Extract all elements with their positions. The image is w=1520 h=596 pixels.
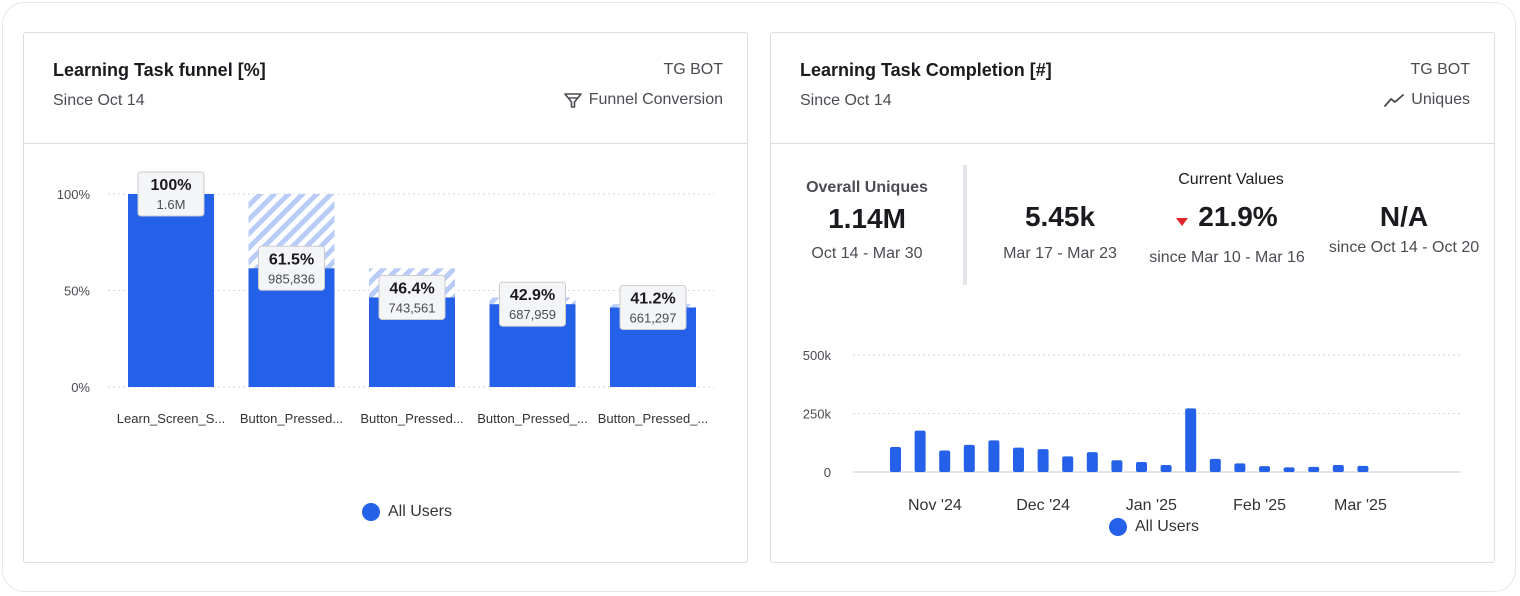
completion-chart-type-label: Uniques [1411, 91, 1470, 108]
funnel-card-source: TG BOT [663, 61, 723, 78]
change-range: since Mar 10 - Mar 16 [1149, 249, 1305, 266]
funnel-card-title[interactable]: Learning Task funnel [%] [53, 60, 266, 80]
completion-chart: 0 250k 500k Nov '24 Dec '24 Jan '25 Feb '25 Mar… [803, 348, 1461, 514]
current-value-range: Mar 17 - Mar 23 [1003, 245, 1117, 262]
baseline-range: since Oct 14 - Oct 20 [1328, 239, 1480, 256]
completion-bar[interactable] [1308, 466, 1320, 472]
funnel-category-label[interactable]: Button_Pressed_... [598, 411, 709, 426]
current-values-label: Current Values [1178, 171, 1284, 188]
decrease-arrow-icon [1176, 201, 1189, 233]
legend-swatch [362, 503, 380, 521]
completion-legend[interactable]: All Users [1109, 518, 1199, 536]
funnel-chart-type-label: Funnel Conversion [588, 91, 723, 108]
completion-legend-label: All Users [1135, 518, 1200, 535]
funnel-percent-label: 42.9% [510, 287, 555, 304]
completion-chart-type[interactable]: Uniques [1383, 91, 1470, 109]
current-value-metric: 5.45k Mar 17 - Mar 23 [985, 201, 1135, 263]
metrics-divider [963, 165, 967, 285]
completion-x-tick-label: Mar '25 [1334, 497, 1387, 514]
completion-y-tick-label: 250k [803, 407, 832, 422]
funnel-bar[interactable] [128, 194, 214, 387]
completion-bar[interactable] [1013, 447, 1024, 472]
completion-bar[interactable] [1086, 452, 1098, 472]
completion-bar[interactable] [1185, 408, 1197, 472]
completion-bar[interactable] [963, 444, 975, 472]
completion-x-tick-label: Jan '25 [1126, 497, 1177, 514]
baseline-value: N/A [1379, 201, 1429, 232]
current-value: 5.45k [1024, 201, 1096, 232]
funnel-percent-label: 41.2% [630, 290, 675, 307]
funnel-percent-label: 100% [151, 177, 192, 194]
funnel-count-label: 1.6M [157, 197, 186, 212]
trend-line-icon [1383, 92, 1405, 108]
completion-bar[interactable] [1111, 460, 1123, 472]
funnel-count-label: 743,561 [389, 300, 436, 315]
overall-uniques-value: 1.14M [828, 203, 906, 234]
funnel-card[interactable]: Learning Task funnel [%] Since Oct 14 TG… [23, 32, 748, 563]
overall-uniques-range: Oct 14 - Mar 30 [811, 245, 923, 262]
completion-card-header: Learning Task Completion [#] Since Oct 1… [771, 33, 1494, 144]
completion-bar[interactable] [1160, 464, 1172, 472]
completion-bar[interactable] [1037, 449, 1049, 472]
overall-uniques-metric: Overall Uniques 1.14M Oct 14 - Mar 30 [796, 179, 938, 263]
completion-bar[interactable] [1357, 465, 1369, 472]
completion-y-tick-label: 0 [824, 465, 831, 480]
funnel-bar-label-box [378, 274, 446, 320]
funnel-bar-label-box [258, 245, 325, 291]
funnel-percent-label: 46.4% [389, 280, 434, 297]
completion-card-source: TG BOT [1410, 61, 1470, 78]
funnel-bar-label-box [619, 284, 687, 330]
funnel-count-label: 985,836 [268, 271, 315, 286]
funnel-legend[interactable]: All Users [362, 503, 452, 521]
completion-bar[interactable] [1234, 463, 1246, 472]
funnel-category-label[interactable]: Learn_Screen_S... [117, 411, 225, 426]
funnel-count-label: 661,297 [630, 310, 677, 325]
funnel-y-tick-label: 100% [57, 187, 91, 202]
completion-bar[interactable] [1259, 466, 1270, 472]
completion-card-subtitle: Since Oct 14 [800, 92, 892, 109]
completion-bar[interactable] [1332, 464, 1344, 472]
funnel-y-tick-label: 50% [64, 284, 90, 299]
completion-bar[interactable] [1136, 461, 1147, 472]
funnel-category-label[interactable]: Button_Pressed_... [477, 411, 588, 426]
completion-bar[interactable] [914, 430, 926, 472]
completion-bar[interactable] [988, 440, 1000, 472]
completion-card-title[interactable]: Learning Task Completion [#] [800, 60, 1052, 80]
funnel-category-label[interactable]: Button_Pressed... [240, 411, 343, 426]
baseline-metric: N/A since Oct 14 - Oct 20 [1319, 201, 1489, 257]
completion-bar[interactable] [1062, 456, 1074, 472]
funnel-bar-label-box [137, 171, 205, 217]
change-value: 21.9% [1198, 201, 1278, 232]
completion-y-tick-label: 500k [803, 348, 832, 363]
funnel-chart: 0% 50% 100% 100% 1.6M Learn_Screen_S... 61.5% 9… [57, 171, 714, 426]
change-value-row: 21.9% [1137, 201, 1317, 233]
funnel-bar-label-box [499, 281, 566, 327]
completion-card[interactable]: Learning Task Completion [#] Since Oct 1… [770, 32, 1495, 563]
funnel-category-label[interactable]: Button_Pressed... [360, 411, 463, 426]
funnel-y-tick-label: 0% [71, 380, 90, 395]
completion-bar[interactable] [1283, 467, 1295, 472]
legend-swatch [1109, 518, 1127, 536]
overall-uniques-label: Overall Uniques [806, 179, 928, 196]
funnel-count-label: 687,959 [509, 307, 556, 322]
completion-bar[interactable] [939, 450, 951, 472]
completion-x-tick-label: Feb '25 [1233, 497, 1286, 514]
change-metric: 21.9% since Mar 10 - Mar 16 [1137, 201, 1317, 267]
completion-x-tick-label: Nov '24 [908, 497, 962, 514]
funnel-chart-type[interactable]: Funnel Conversion [563, 91, 723, 109]
funnel-percent-label: 61.5% [269, 251, 314, 268]
funnel-icon [563, 91, 583, 109]
completion-bar[interactable] [890, 446, 901, 472]
funnel-card-subtitle: Since Oct 14 [53, 92, 145, 109]
funnel-legend-label: All Users [388, 503, 453, 520]
completion-x-tick-label: Dec '24 [1016, 497, 1070, 514]
funnel-card-header: Learning Task funnel [%] Since Oct 14 TG… [24, 33, 747, 144]
completion-bar[interactable] [1209, 458, 1221, 472]
